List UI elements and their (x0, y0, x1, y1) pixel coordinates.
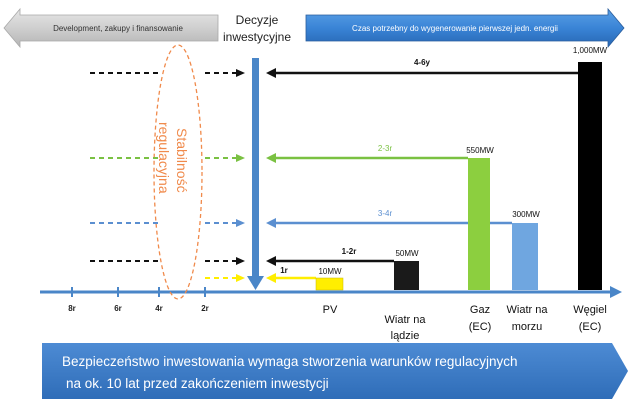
gas-label-line1: Gaz (470, 304, 490, 316)
regulatory-label-line1: Stabilność (174, 128, 190, 193)
onshore-capacity-label: 50MW (395, 249, 419, 258)
pv-bar (315, 277, 344, 291)
offshore-label-line2: morzu (512, 321, 543, 333)
offshore-duration-label: 3-4r (378, 209, 393, 218)
tick-label: 2r (201, 304, 209, 313)
tick-label: 4r (155, 304, 163, 313)
coal-duration-label: 4-6y (414, 58, 431, 67)
pv-label: PV (323, 304, 338, 316)
onshore-label-line2: lądzie (391, 330, 420, 342)
capacity-bars: 10MW 50MW 550MW 300MW 1,000MW (315, 46, 608, 291)
tick-label: 8r (68, 304, 76, 313)
onshore-label-line1: Wiatr na (385, 314, 427, 326)
conclusion-banner: Bezpieczeństwo inwestowania wymaga stwor… (42, 343, 628, 399)
decision-title-line1: Decyzje (236, 13, 279, 27)
coal-timeline: 4-6y (90, 58, 578, 78)
banner-line2: na ok. 10 lat przed zakończeniem inwesty… (66, 376, 329, 391)
regulatory-label-line2: regulacyjna (156, 122, 172, 194)
offshore-label-line1: Wiatr na (507, 304, 549, 316)
gas-timeline: 2-3r (90, 144, 468, 163)
development-arrow: Development, zakupy i finansowanie (3, 7, 219, 49)
timeline-axis (40, 286, 622, 298)
coal-bar (578, 62, 602, 290)
gas-label-line2: (EC) (469, 321, 492, 333)
decision-bar (247, 58, 264, 290)
time-needed-arrow-label: Czas potrzebny do wygenerowanie pierwsze… (352, 24, 558, 33)
offshore-capacity-label: 300MW (512, 210, 540, 219)
coal-capacity-label: 1,000MW (573, 46, 608, 55)
decision-title-line2: inwestycyjne (223, 30, 291, 44)
gas-bar (468, 158, 490, 290)
technology-labels: PV Wiatr na lądzie Gaz (EC) Wiatr na mor… (323, 304, 607, 342)
gas-duration-label: 2-3r (378, 144, 393, 153)
banner-line1: Bezpieczeństwo inwestowania wymaga stwor… (62, 354, 517, 369)
onshore-timeline: 1-2r (90, 247, 394, 266)
tick-label: 6r (114, 304, 122, 313)
pv-duration-label: 1r (280, 266, 288, 275)
gas-capacity-label: 550MW (466, 146, 494, 155)
onshore-duration-label: 1-2r (342, 247, 357, 256)
coal-label-line1: Węgiel (573, 304, 607, 316)
pv-capacity-label: 10MW (318, 267, 342, 276)
time-needed-arrow: Czas potrzebny do wygenerowanie pierwsze… (305, 7, 625, 49)
pv-timeline: 1r (205, 266, 316, 283)
regulatory-stability-ellipse: Stabilność regulacyjna (153, 44, 203, 300)
axis-ticks: 8r 6r 4r 2r (68, 287, 209, 313)
development-arrow-label: Development, zakupy i finansowanie (53, 24, 183, 33)
onshore-bar (394, 261, 419, 290)
offshore-bar (512, 223, 538, 290)
offshore-timeline: 3-4r (90, 209, 512, 228)
coal-label-line2: (EC) (579, 321, 602, 333)
